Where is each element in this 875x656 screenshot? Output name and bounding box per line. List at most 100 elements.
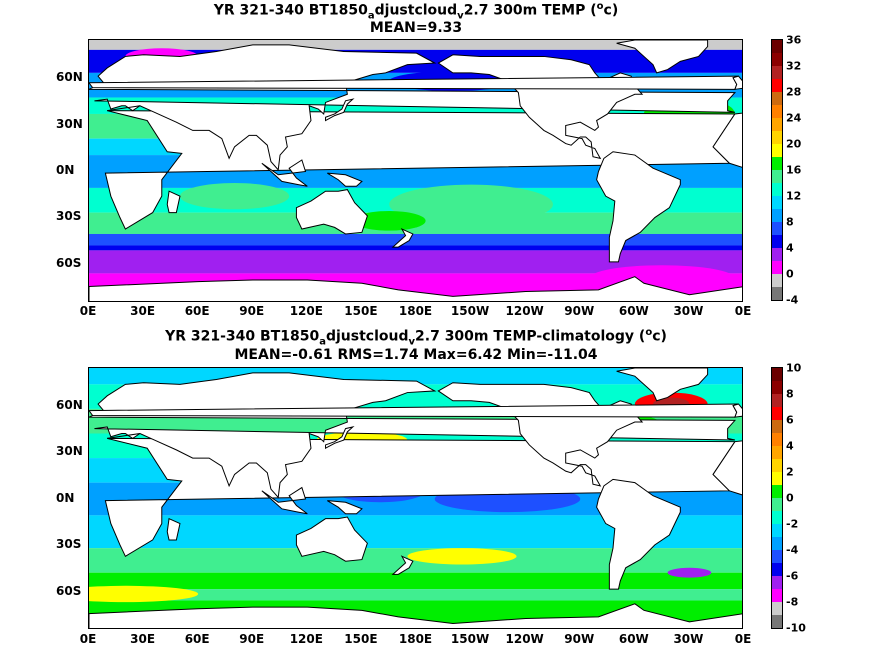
colorbar-swatch <box>772 524 782 537</box>
colorbar-tick-label: -8 <box>786 595 799 609</box>
xtick-label: 120W <box>505 304 544 318</box>
landmass-antarctica <box>89 276 742 301</box>
landmass-greenland <box>616 40 709 74</box>
panel1-colorbar <box>771 39 783 301</box>
colorbar-swatch <box>772 485 782 498</box>
temperature-band <box>89 233 742 246</box>
xtick-label: 90E <box>239 304 265 318</box>
landmass-japan <box>325 98 355 122</box>
colorbar-swatch <box>772 144 782 157</box>
xtick-label: 180E <box>398 304 433 318</box>
panel1-ytick: 60N <box>56 70 83 84</box>
xtick-label: 30W <box>673 304 704 318</box>
temperature-band <box>89 250 742 274</box>
landmass-madagascar <box>166 517 181 541</box>
colorbar-swatch <box>772 248 782 261</box>
colorbar-swatch <box>772 537 782 550</box>
xtick-label: 90W <box>564 304 595 318</box>
panel1-map <box>88 39 743 302</box>
xtick-label: 30W <box>673 632 704 646</box>
temperature-band <box>89 572 742 590</box>
colorbar-tick-label: 8 <box>786 387 794 401</box>
colorbar-swatch <box>772 235 782 248</box>
landmass-eurasia <box>89 44 737 172</box>
colorbar-tick-label: -4 <box>786 543 799 557</box>
colorbar-swatch <box>772 498 782 511</box>
xtick-label: 180E <box>398 632 433 646</box>
xtick-label: 90W <box>564 632 595 646</box>
colorbar-tick-label: 24 <box>786 111 802 125</box>
colorbar-tick-label: 16 <box>786 163 802 177</box>
xtick-label: 0E <box>734 304 752 318</box>
colorbar-swatch <box>772 40 782 53</box>
colorbar-swatch <box>772 274 782 287</box>
xtick-label: 90E <box>239 632 265 646</box>
colorbar-swatch <box>772 170 782 183</box>
landmass-indonesia <box>261 486 308 515</box>
landmass-nz <box>391 227 414 248</box>
colorbar-swatch <box>772 118 782 131</box>
temperature-band <box>89 245 742 251</box>
colorbar-tick-label: 10 <box>786 361 802 375</box>
xtick-label: 0E <box>734 632 752 646</box>
landmass-eurasia <box>89 372 737 499</box>
colorbar-swatch <box>772 66 782 79</box>
panel1-title: YR 321-340 BT1850adjustcloudv2.7 300m TE… <box>213 1 619 22</box>
panel2-ytick: 60N <box>56 398 83 412</box>
landmass-greenland <box>616 368 709 402</box>
colorbar-swatch <box>772 602 782 615</box>
landmass-newguinea <box>327 172 363 187</box>
panel2-colorbar <box>771 367 783 629</box>
panel2-ytick: 0N <box>56 491 75 505</box>
landmass-madagascar <box>166 190 181 214</box>
panel1-ytick: 30S <box>56 209 82 223</box>
colorbar-tick-label: 0 <box>786 491 794 505</box>
landmass-antarctica <box>89 603 742 628</box>
anomaly-patch <box>89 585 199 603</box>
colorbar-swatch <box>772 261 782 274</box>
anomaly-patch <box>667 567 712 578</box>
colorbar-swatch <box>772 381 782 394</box>
landmass-africa-wrap <box>712 112 742 168</box>
colorbar-swatch <box>772 589 782 602</box>
colorbar-tick-label: -4 <box>786 293 799 307</box>
colorbar-tick-label: 32 <box>786 59 802 73</box>
xtick-label: 30E <box>130 632 156 646</box>
xtick-label: 60W <box>618 304 649 318</box>
panel2-map <box>88 367 743 629</box>
temperature-band <box>89 40 742 50</box>
colorbar-tick-label: 36 <box>786 33 802 47</box>
colorbar-swatch <box>772 615 782 628</box>
landmass-samerica <box>596 478 681 590</box>
xtick-label: 60E <box>184 632 210 646</box>
xtick-label: 0E <box>79 632 97 646</box>
panel2-ytick: 60S <box>56 584 82 598</box>
colorbar-tick-label: 2 <box>786 465 794 479</box>
panel1-ytick: 60S <box>56 256 82 270</box>
panel1-field <box>89 40 742 301</box>
colorbar-tick-label: 8 <box>786 215 794 229</box>
temperature-band <box>89 589 742 601</box>
xtick-label: 30E <box>130 304 156 318</box>
xtick-label: 120W <box>505 632 544 646</box>
xtick-label: 150E <box>344 632 378 646</box>
colorbar-swatch <box>772 79 782 92</box>
colorbar-tick-label: 12 <box>786 189 802 203</box>
anomaly-patch <box>389 184 553 225</box>
landmass-uk-wrap <box>732 403 742 418</box>
panel1-ytick: 30N <box>56 117 83 131</box>
landmass-newguinea <box>327 500 363 515</box>
colorbar-tick-label: 4 <box>786 241 794 255</box>
panel2-ytick: 30S <box>56 537 82 551</box>
xtick-label: 60E <box>184 304 210 318</box>
colorbar-swatch <box>772 407 782 420</box>
landmass-samerica <box>596 151 681 263</box>
colorbar-tick-label: 0 <box>786 267 794 281</box>
landmass-africa-wrap <box>712 440 742 496</box>
colorbar-tick-label: -10 <box>786 621 806 635</box>
colorbar-swatch <box>772 563 782 576</box>
xtick-label: 120E <box>289 304 323 318</box>
colorbar-swatch <box>772 105 782 118</box>
colorbar-tick-label: 6 <box>786 413 794 427</box>
colorbar-swatch <box>772 511 782 524</box>
